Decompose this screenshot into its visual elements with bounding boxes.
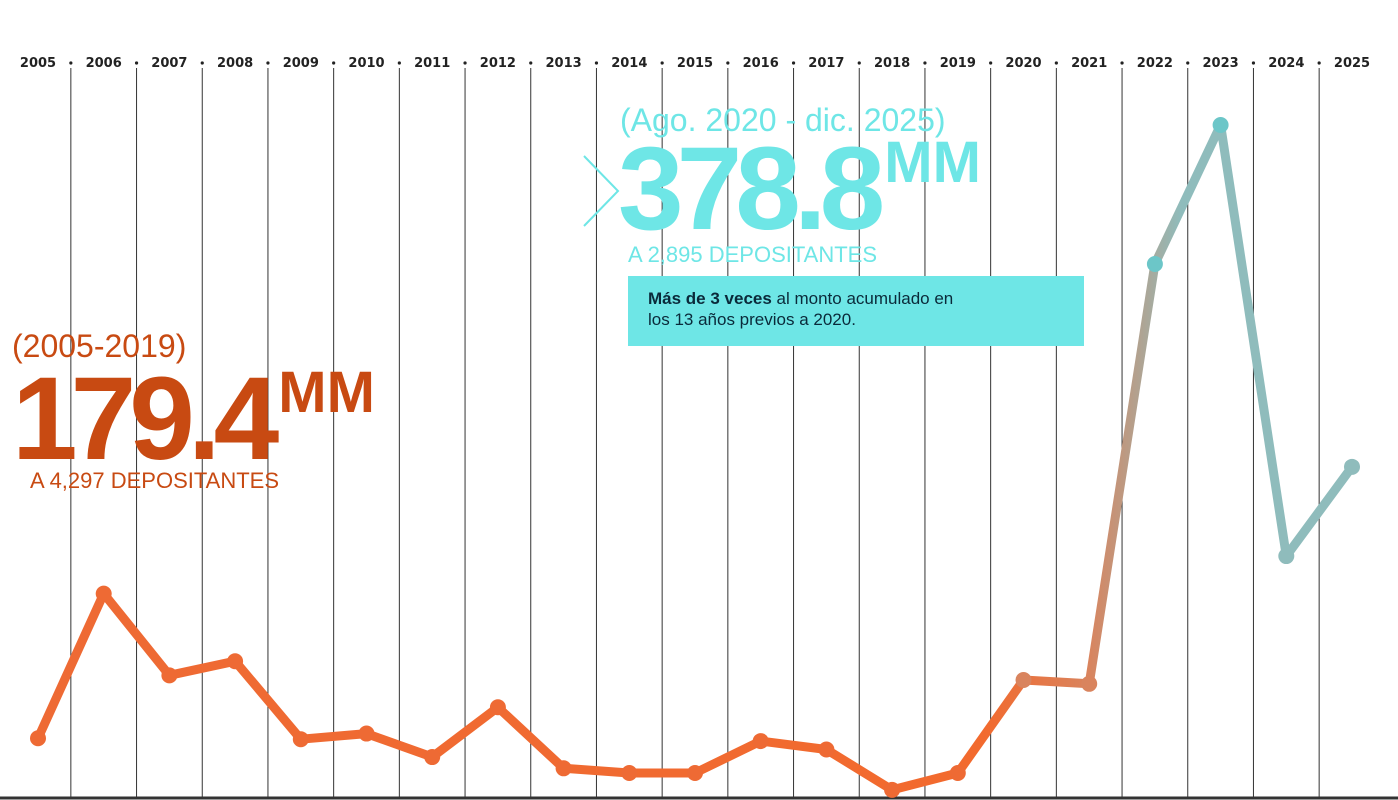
data-point-2009 xyxy=(292,731,309,748)
right-amount: 378.8 MM xyxy=(618,130,981,248)
x-tick-label-2016: 2016 xyxy=(743,56,779,71)
data-point-2011 xyxy=(424,749,441,766)
data-point-2025 xyxy=(1344,458,1360,475)
data-point-2006 xyxy=(95,585,112,602)
data-point-2016 xyxy=(752,733,769,750)
chevron-right-icon xyxy=(583,155,620,227)
note-line-1: Más de 3 veces al monto acumulado en xyxy=(648,288,1064,309)
x-tick-label-2014: 2014 xyxy=(611,56,647,71)
tick-mark xyxy=(332,61,336,65)
x-tick-label-2022: 2022 xyxy=(1137,56,1173,71)
data-point-2021 xyxy=(1081,675,1098,692)
x-tick-label-2020: 2020 xyxy=(1005,56,1041,71)
left-depositors-label: A 4,297 DEPOSITANTES xyxy=(30,468,280,493)
data-point-2023 xyxy=(1212,117,1229,133)
tick-mark xyxy=(726,61,730,65)
x-tick-label-2009: 2009 xyxy=(283,56,319,71)
x-tick-label-2018: 2018 xyxy=(874,56,910,71)
tick-mark xyxy=(397,61,401,65)
x-axis-labels: 2005 2006 2007 2008 2009 2010 2011 2012 2013 2014… xyxy=(20,56,1370,71)
tick-mark xyxy=(69,61,73,65)
x-tick-label-2012: 2012 xyxy=(480,56,516,71)
x-tick-label-2017: 2017 xyxy=(808,56,844,71)
tick-mark xyxy=(1186,61,1190,65)
data-point-2019 xyxy=(949,765,966,781)
tick-mark xyxy=(857,61,861,65)
data-point-2010 xyxy=(358,725,375,742)
data-point-2015 xyxy=(687,765,703,781)
data-point-2013 xyxy=(555,760,572,777)
right-period-label: (Ago. 2020 - dic. 2025) xyxy=(620,102,946,138)
x-tick-label-2008: 2008 xyxy=(217,56,253,71)
tick-mark xyxy=(1317,61,1321,65)
data-point-2018 xyxy=(884,781,901,798)
tick-mark xyxy=(660,61,664,65)
note-line-2: los 13 años previos a 2020. xyxy=(648,310,856,329)
left-period-label: (2005-2019) xyxy=(12,328,187,364)
right-depositors-label: A 2,895 DEPOSITANTES xyxy=(628,242,878,267)
left-amount-value: 179.4 xyxy=(12,353,279,485)
tick-mark xyxy=(1120,61,1124,65)
data-point-2020 xyxy=(1015,672,1032,689)
tick-mark xyxy=(923,61,927,65)
x-tick-label-2024: 2024 xyxy=(1268,56,1304,71)
x-tick-label-2019: 2019 xyxy=(940,56,976,71)
tick-mark xyxy=(594,61,599,65)
data-point-2005 xyxy=(30,730,46,747)
x-tick-label-2015: 2015 xyxy=(677,56,713,71)
data-point-2024 xyxy=(1278,548,1295,565)
data-point-2022 xyxy=(1146,255,1163,272)
x-tick-label-2011: 2011 xyxy=(414,56,450,71)
tick-mark xyxy=(1054,61,1058,65)
right-amount-value: 378.8 xyxy=(618,123,885,255)
tick-mark xyxy=(791,61,796,65)
x-tick-label-2013: 2013 xyxy=(546,56,582,71)
data-point-2008 xyxy=(227,653,244,670)
tick-mark xyxy=(134,61,139,65)
x-tick-label-2006: 2006 xyxy=(86,56,122,71)
tick-mark xyxy=(200,61,204,65)
x-tick-label-2007: 2007 xyxy=(151,56,187,71)
gridlines xyxy=(70,68,1320,798)
tick-mark xyxy=(989,61,993,65)
data-point-2012 xyxy=(489,699,506,716)
x-tick-label-2023: 2023 xyxy=(1203,56,1239,71)
data-point-2014 xyxy=(621,765,638,781)
data-point-2017 xyxy=(818,741,835,758)
tick-mark xyxy=(529,61,533,65)
x-tick-label-2005: 2005 xyxy=(20,56,56,71)
left-amount: 179.4 MM xyxy=(12,360,375,478)
note-bold-text: Más de 3 veces xyxy=(648,289,772,308)
tick-mark xyxy=(1251,61,1256,65)
comparison-note: Más de 3 veces al monto acumulado en los… xyxy=(628,276,1084,346)
tick-mark xyxy=(266,61,270,65)
note-rest-text: al monto acumulado en xyxy=(771,289,954,308)
x-tick-label-2010: 2010 xyxy=(348,56,384,71)
right-amount-unit: MM xyxy=(884,130,981,195)
tick-mark xyxy=(463,61,467,65)
left-amount-unit: MM xyxy=(278,360,375,425)
x-tick-label-2021: 2021 xyxy=(1071,56,1107,71)
data-point-2007 xyxy=(161,667,178,684)
data-points xyxy=(30,117,1360,798)
x-tick-label-2025: 2025 xyxy=(1334,56,1370,71)
